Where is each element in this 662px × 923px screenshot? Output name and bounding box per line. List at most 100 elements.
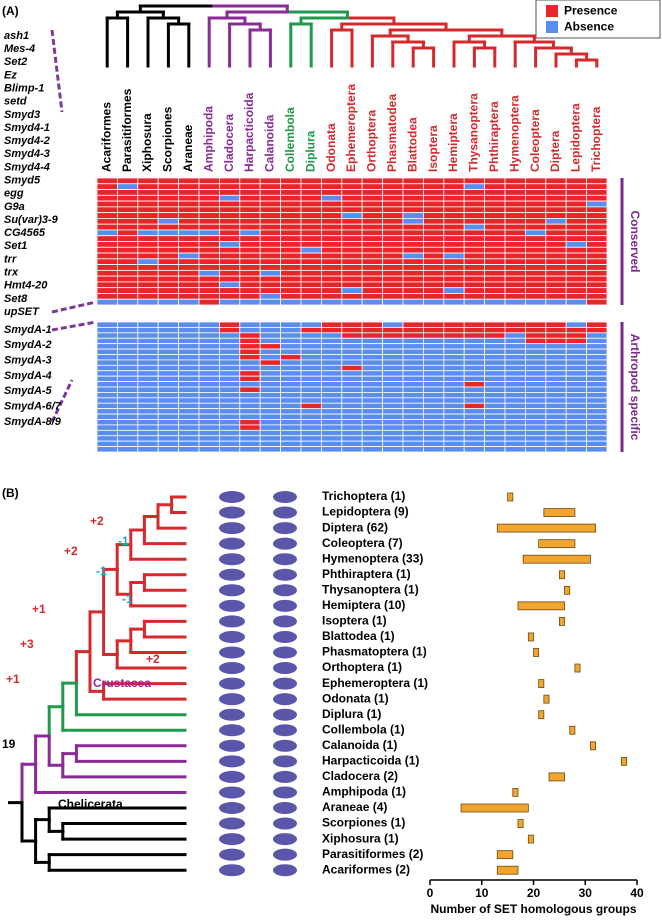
organism-icon (273, 615, 297, 628)
range-bar (527, 632, 534, 642)
heat-cell (361, 200, 384, 208)
heat-cell (218, 429, 241, 437)
heat-cell (300, 206, 322, 214)
heat-cell (198, 402, 220, 410)
heat-cell (320, 435, 343, 442)
organism-icon (273, 786, 297, 799)
organism-icon (273, 630, 297, 643)
heat-cell (280, 200, 302, 208)
heat-cell (178, 229, 200, 237)
heat-cell (300, 402, 322, 410)
heat-cell (239, 235, 261, 242)
heat-cell (382, 298, 404, 306)
heat-cell (96, 337, 118, 345)
heat-cell (157, 200, 179, 208)
heat-cell (96, 206, 118, 214)
heat-cell (382, 364, 404, 372)
heat-cell (504, 218, 526, 225)
heat-cell (463, 275, 486, 283)
heat-cell (320, 200, 343, 208)
heat-cell (504, 348, 526, 355)
heat-cell (504, 229, 526, 237)
heat-cell (463, 229, 486, 237)
heat-cell (137, 177, 159, 185)
heat-cell (218, 413, 241, 420)
heat-cell (484, 408, 506, 415)
heat-cell (443, 293, 465, 300)
heat-cell (586, 446, 608, 453)
heat-cell (300, 298, 322, 306)
taxon-label: Calanoida (263, 114, 277, 172)
heat-cell (157, 364, 179, 372)
heat-cell (565, 183, 588, 190)
heat-cell (198, 218, 220, 225)
heat-cell (341, 327, 363, 334)
heat-cell (117, 381, 139, 388)
heat-cell (463, 206, 486, 214)
heat-cell (218, 370, 241, 377)
gene-label: CG4565 (4, 227, 46, 239)
heat-cell (300, 413, 322, 420)
heat-cell (157, 206, 179, 214)
heat-cell (545, 183, 567, 190)
heat-cell (463, 440, 486, 447)
heat-cell (239, 392, 261, 399)
range-bar (512, 788, 519, 797)
heat-cell (402, 386, 424, 393)
heat-cell (545, 212, 567, 219)
heat-cell (504, 397, 526, 404)
heat-cell (198, 429, 220, 437)
heat-cell (157, 419, 179, 426)
heat-cell (504, 194, 526, 202)
heat-cell (525, 359, 547, 366)
heat-cell (300, 293, 322, 300)
heat-cell (157, 337, 179, 345)
heat-cell (361, 281, 384, 289)
heat-cell (422, 258, 445, 265)
taxon-label: Collembola (283, 107, 297, 172)
heat-cell (402, 189, 424, 196)
heat-cell (137, 275, 159, 283)
heat-cell (137, 424, 159, 431)
heat-cell (137, 183, 159, 190)
organism-icon (273, 724, 297, 737)
heat-cell (300, 446, 322, 453)
heat-cell (525, 275, 547, 283)
heat-cell (137, 298, 159, 306)
tree-annotation: -1 (96, 564, 107, 578)
taxon-label: Scorpiones (161, 106, 175, 172)
heat-cell (545, 402, 567, 410)
heat-cell (504, 359, 526, 366)
heat-cell (300, 183, 322, 190)
heat-cell (443, 354, 465, 361)
heat-cell (239, 275, 261, 283)
organism-icon (219, 864, 245, 877)
heat-cell (382, 413, 404, 420)
heat-cell (382, 218, 404, 225)
heat-cell (361, 229, 384, 237)
heat-cell (382, 212, 404, 219)
taxon-label: Hemiptera (446, 113, 460, 172)
heat-cell (341, 446, 363, 453)
heat-cell (341, 397, 363, 404)
heat-cell (463, 332, 486, 339)
heat-cell (361, 440, 384, 447)
heat-cell (586, 229, 608, 237)
heat-cell (341, 419, 363, 426)
heat-cell (198, 264, 220, 271)
heat-cell (402, 392, 424, 399)
organism-icon (273, 662, 297, 675)
heat-cell (218, 408, 241, 415)
heat-cell (565, 337, 588, 345)
heat-cell (565, 419, 588, 426)
heat-cell (341, 375, 363, 382)
heat-cell (137, 392, 159, 399)
heat-cell (280, 223, 302, 231)
heat-cell (157, 402, 179, 410)
heat-cell (300, 229, 322, 237)
heat-cell (300, 419, 322, 426)
heat-cell (96, 229, 118, 237)
heat-cell (117, 424, 139, 431)
heat-cell (259, 408, 282, 415)
heat-cell (443, 402, 465, 410)
